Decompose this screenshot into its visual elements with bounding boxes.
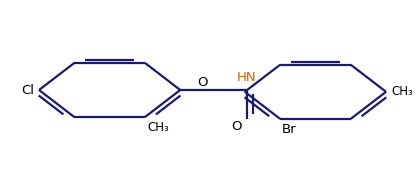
Text: O: O xyxy=(231,120,242,133)
Text: CH₃: CH₃ xyxy=(147,121,169,134)
Text: CH₃: CH₃ xyxy=(391,85,413,98)
Text: HN: HN xyxy=(236,71,256,84)
Text: Cl: Cl xyxy=(21,84,34,96)
Text: O: O xyxy=(197,76,208,89)
Text: Br: Br xyxy=(282,123,297,136)
